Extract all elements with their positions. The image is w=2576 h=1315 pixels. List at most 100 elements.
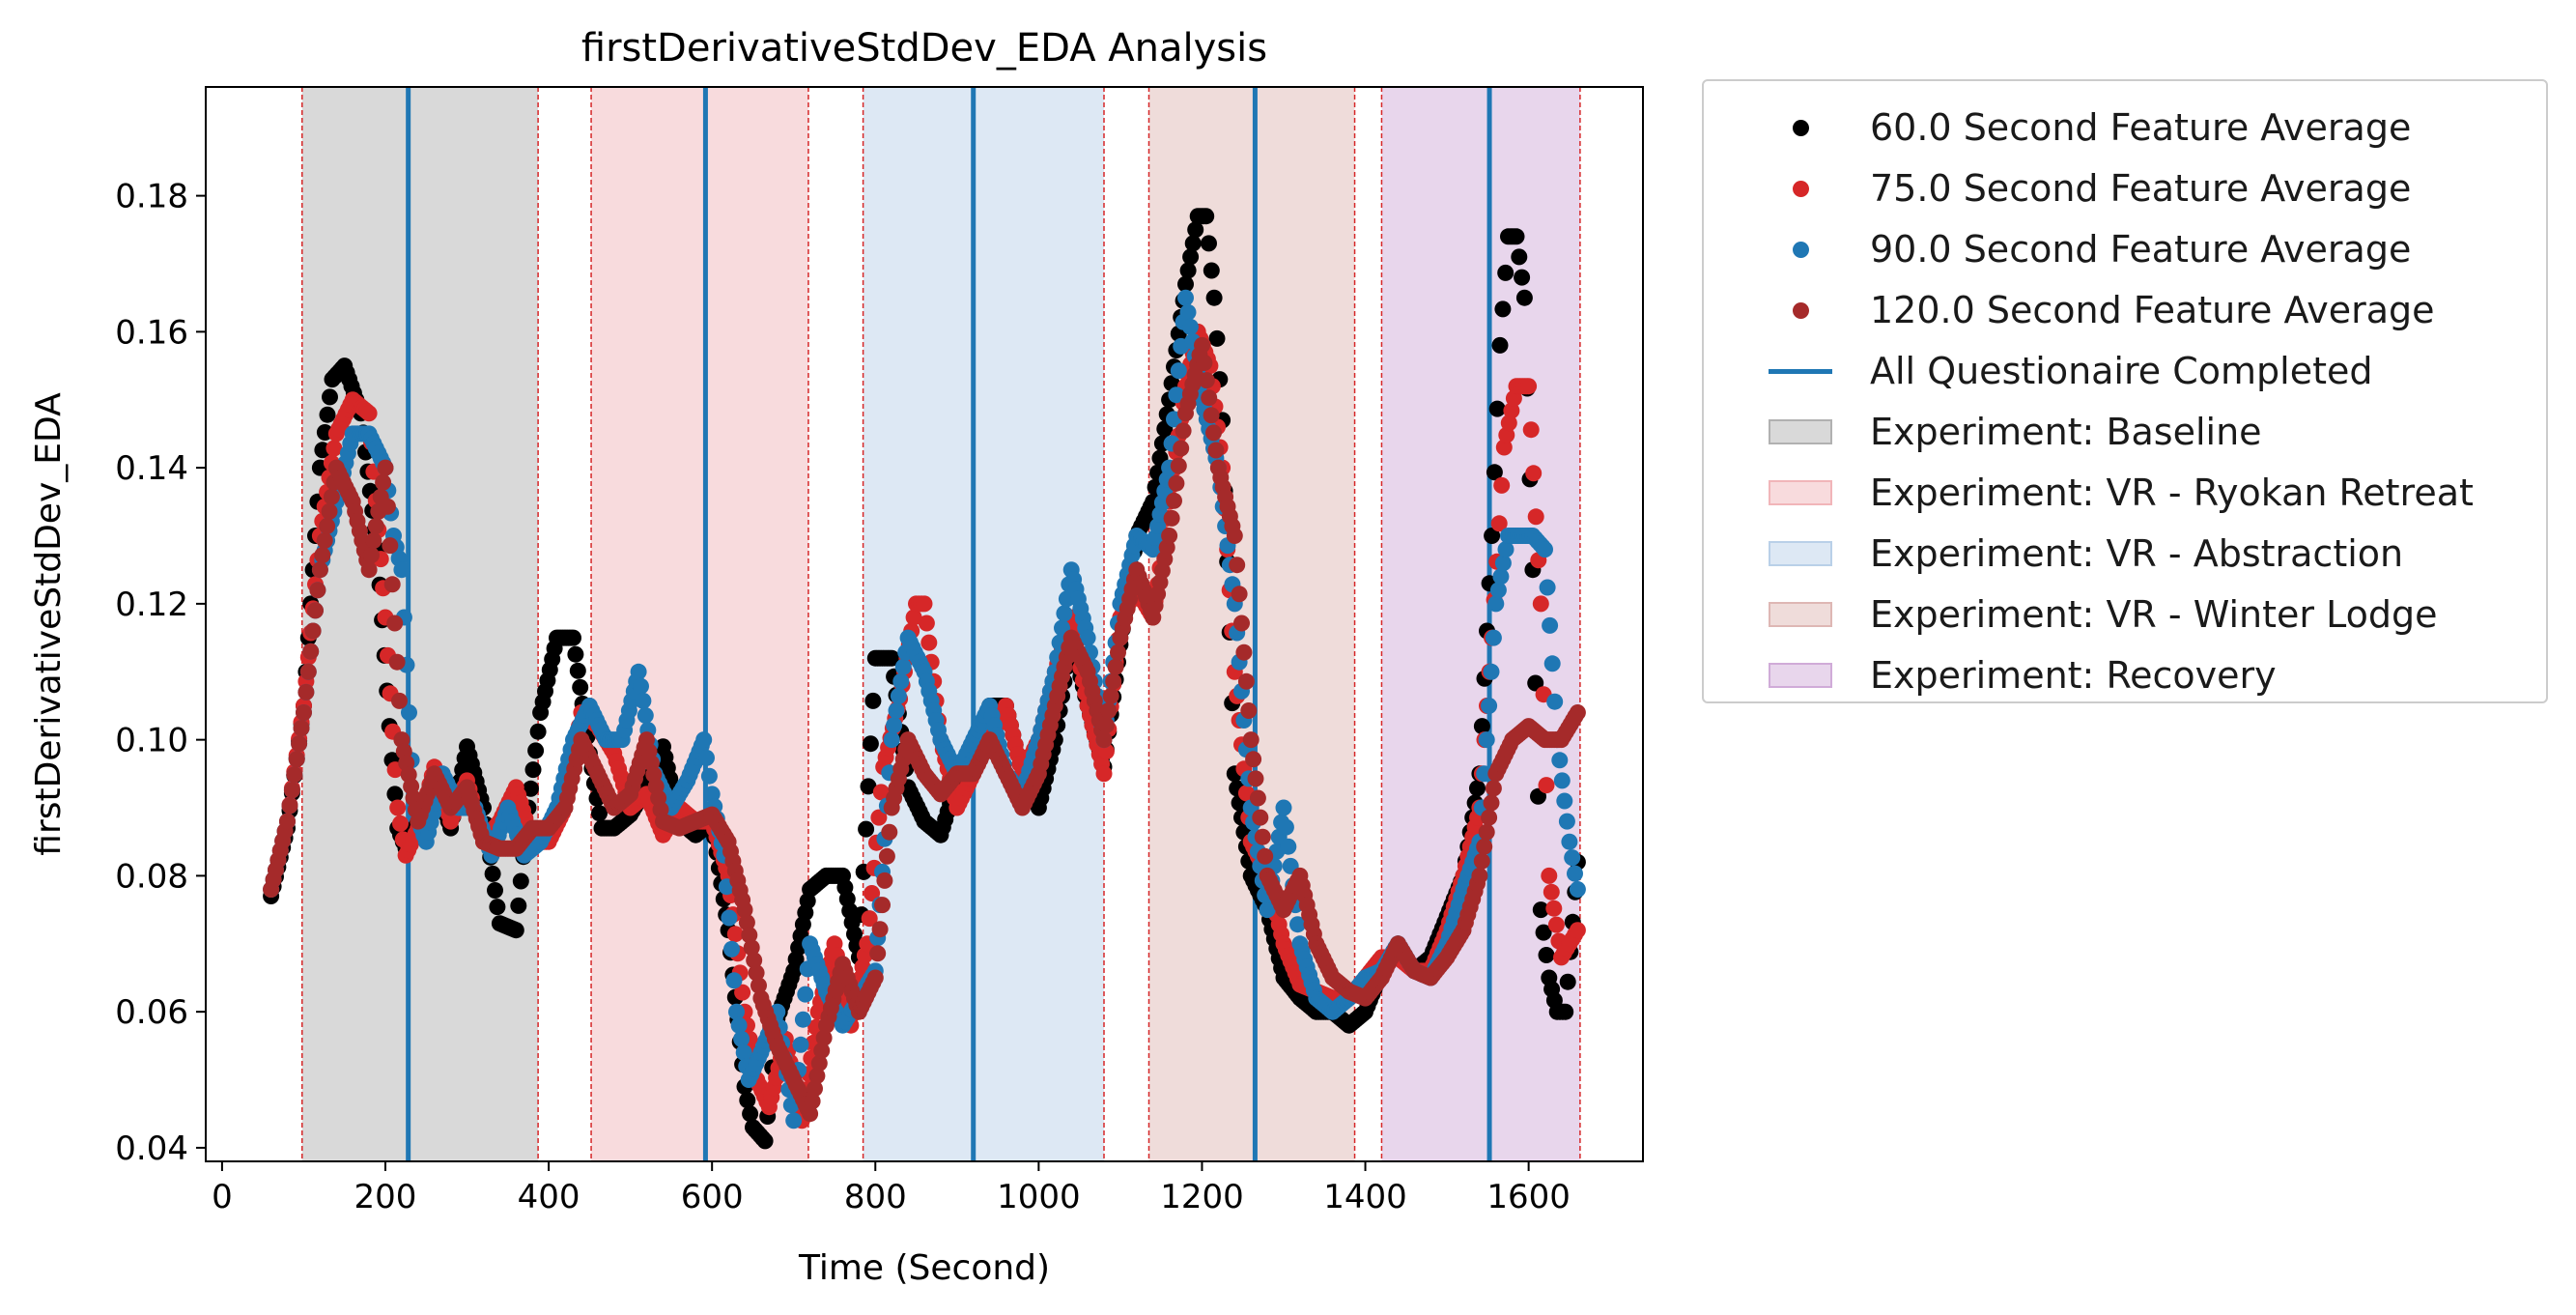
point [1247,770,1264,787]
point [319,406,336,423]
point [1478,731,1495,749]
y-axis-ticks: 0.04 0.06 0.08 0.10 0.12 0.14 0.16 0.18 [115,178,206,1168]
point [507,922,524,939]
point [1483,794,1500,812]
x-tick-label: 1400 [1323,1178,1407,1216]
legend-label: Experiment: Baseline [1870,411,2262,453]
point [797,986,814,1003]
point [489,899,506,916]
point [807,1080,823,1098]
point [1545,900,1563,917]
point [1194,336,1210,354]
point [386,615,404,632]
point [1231,586,1248,603]
point [1532,595,1549,613]
point [1471,867,1488,884]
y-tick-label: 0.14 [115,449,188,488]
point [892,672,910,690]
point [792,1036,809,1053]
point [870,809,888,826]
chart-title: firstDerivativeStdDev_EDA Analysis [581,26,1267,71]
point [883,649,900,667]
point [1515,289,1533,306]
point [288,751,305,768]
point [735,1043,752,1061]
point [1179,262,1197,279]
point [291,735,308,753]
point [1543,655,1561,672]
legend-item-baseline: Experiment: Baseline [1704,403,2546,461]
point [299,663,317,680]
band-experiment-baseline [301,87,539,1161]
legend-label: 60.0 Second Feature Average [1870,106,2412,149]
y-axis-label: firstDerivativeStdDev_EDA [29,392,69,856]
point [1240,702,1258,719]
point [1556,792,1573,810]
point [808,1068,826,1084]
point [392,815,409,832]
point [861,910,878,928]
point [1182,248,1200,266]
point [1242,731,1260,749]
point [1201,235,1217,252]
point [785,1112,803,1129]
point [1166,492,1182,509]
legend-label: Experiment: VR - Ryokan Retreat [1870,472,2474,514]
point [742,1105,759,1123]
legend-patch-ryokan [1762,464,1839,522]
point [1175,422,1192,440]
point [1170,457,1187,474]
point [1498,426,1515,443]
point [1226,528,1243,544]
legend-line-questionnaire [1762,342,1839,400]
point [733,1030,750,1047]
point [1205,289,1223,306]
point [1484,528,1501,544]
point [1514,269,1531,286]
point [487,882,503,899]
x-tick-label: 200 [354,1178,417,1216]
point [858,820,875,838]
point [920,634,938,651]
legend-marker-120s [1762,281,1839,339]
legend-label: 90.0 Second Feature Average [1870,228,2412,271]
legend-item-ryokan: Experiment: VR - Ryokan Retreat [1704,464,2546,522]
point [815,1029,833,1046]
point [726,926,744,943]
point [756,1132,774,1150]
point [1558,813,1575,830]
plot-frame [205,86,1644,1162]
point [1530,787,1546,805]
point [871,921,889,938]
point [1511,248,1528,266]
point [365,532,382,549]
point [382,537,399,555]
point [1249,789,1266,807]
point [1483,663,1500,680]
point [635,692,652,709]
point [1485,780,1502,797]
point [1495,439,1513,456]
legend: 60.0 Second Feature Average 75.0 Second … [1702,79,2548,703]
point [1097,717,1115,734]
point [804,1093,821,1110]
point [633,677,649,695]
point [311,561,328,579]
point [1532,901,1549,919]
point [1237,672,1255,690]
point [360,405,378,422]
point [1056,605,1073,622]
point [283,782,300,799]
point [1198,208,1215,225]
point [1491,336,1509,354]
point [872,784,890,801]
point [1485,629,1502,646]
point [1168,386,1185,404]
point [1527,508,1544,526]
point [297,683,315,700]
point [1163,509,1180,527]
point [1488,400,1506,417]
point [1537,541,1553,558]
point [813,1042,831,1059]
